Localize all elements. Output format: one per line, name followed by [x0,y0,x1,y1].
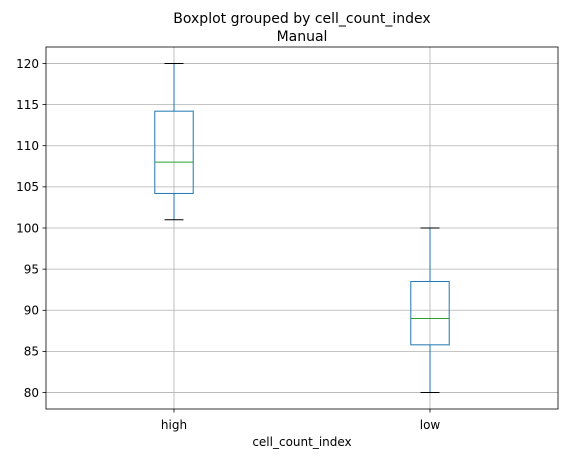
chart-suptitle: Boxplot grouped by cell_count_index [173,11,430,27]
y-tick-label: 110 [16,139,39,153]
y-tick-label: 80 [24,386,39,400]
x-axis-label: cell_count_index [252,435,351,449]
y-tick-label: 120 [16,57,39,71]
y-tick-label: 105 [16,180,39,194]
y-tick-label: 115 [16,98,39,112]
axis-ticks: 80 85 90 95 100 105 110 115 120 high low [16,57,440,432]
box-body [410,280,450,346]
chart-title: Manual [277,29,328,45]
y-tick-label: 90 [24,304,39,318]
y-tick-label: 100 [16,221,39,235]
x-tick-label: high [161,418,187,432]
box-body [154,110,194,194]
x-tick-label: low [420,418,441,432]
y-tick-label: 95 [24,262,39,276]
y-tick-label: 85 [24,345,39,359]
boxes [154,62,450,394]
grid-lines [46,47,558,409]
